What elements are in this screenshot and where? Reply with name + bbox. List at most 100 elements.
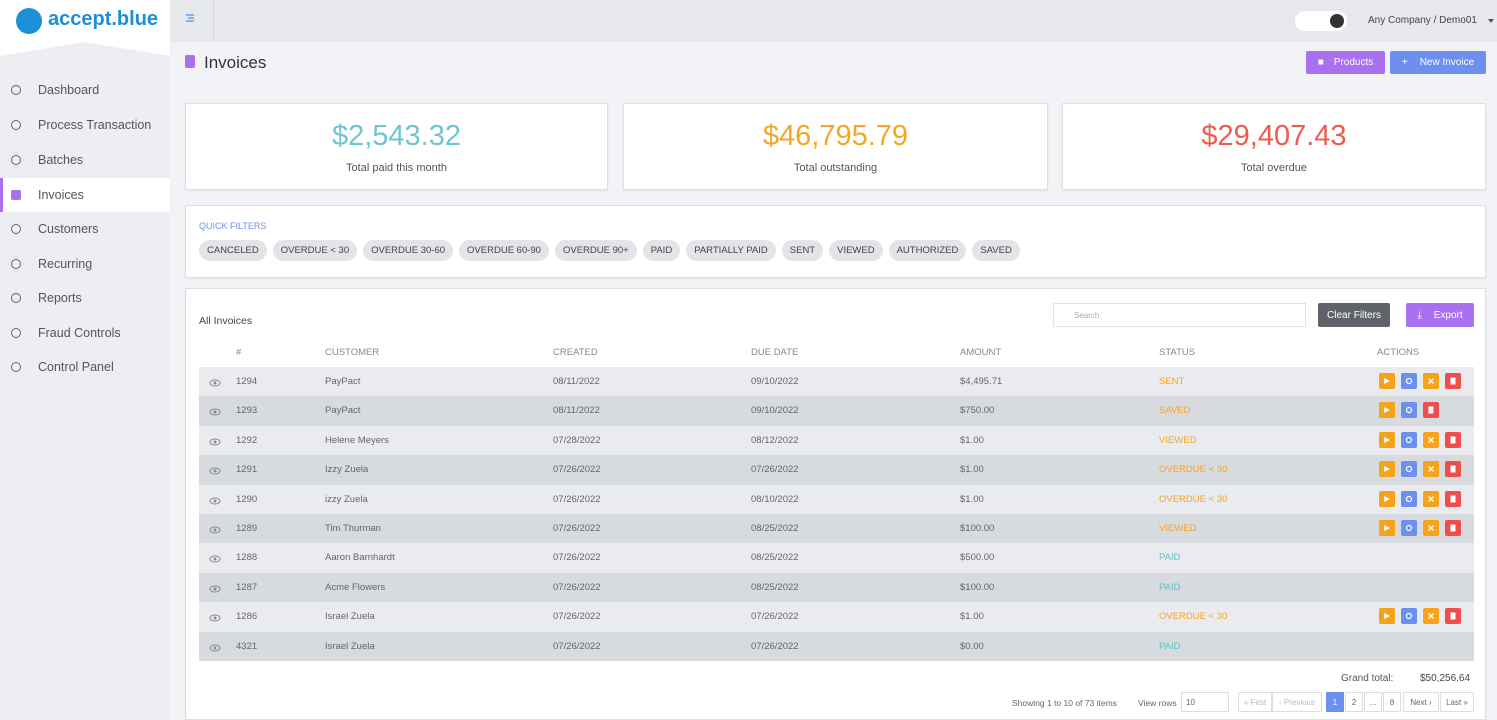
cell-status: SAVED bbox=[1159, 405, 1191, 417]
page-button[interactable]: ... bbox=[1364, 692, 1382, 712]
view-icon[interactable] bbox=[209, 523, 221, 535]
nav-item[interactable]: Recurring bbox=[0, 247, 170, 281]
table-row[interactable]: 1288 Aaron Barnhardt 07/26/2022 08/25/2022 $… bbox=[199, 543, 1474, 573]
view-icon[interactable] bbox=[209, 435, 221, 447]
button-label[interactable]: Export bbox=[1433, 309, 1463, 321]
action-button[interactable] bbox=[1401, 608, 1417, 625]
view-icon[interactable] bbox=[209, 494, 221, 506]
button-label[interactable]: Products bbox=[1333, 57, 1374, 68]
action-button[interactable] bbox=[1401, 520, 1417, 536]
account-menu[interactable]: Any Company / Demo01 bbox=[1368, 15, 1477, 26]
view-rows-select[interactable]: 10 bbox=[1181, 692, 1229, 712]
table-row[interactable]: 1289 Tim Thurman 07/26/2022 08/25/2022 $100.… bbox=[199, 514, 1474, 544]
quick-filters-title: QUICK FILTERS bbox=[199, 221, 267, 231]
theme-toggle[interactable] bbox=[1295, 11, 1347, 31]
action-button[interactable] bbox=[1401, 431, 1417, 448]
nav-label[interactable]: Invoices bbox=[38, 188, 84, 202]
action-button[interactable] bbox=[1401, 461, 1417, 478]
nav-label[interactable]: Recurring bbox=[38, 257, 93, 271]
filter-chip[interactable]: SAVED bbox=[972, 240, 1020, 261]
first-button[interactable]: « First bbox=[1238, 692, 1272, 712]
table-row[interactable]: 4321 Israel Zuela 07/26/2022 07/26/2022 $0.0… bbox=[199, 631, 1474, 661]
action-button[interactable] bbox=[1423, 373, 1439, 389]
menu-toggle[interactable] bbox=[170, 0, 214, 42]
table-row[interactable]: 1294 PayPact 08/11/2022 09/10/2022 $4,495.71… bbox=[199, 367, 1474, 397]
table-row[interactable]: 1287 Acme Flowers 07/26/2022 08/25/2022 $100… bbox=[199, 572, 1474, 603]
table-row[interactable]: 1292 Helene Meyers 07/28/2022 08/12/2022 $1.… bbox=[199, 425, 1474, 456]
table-row[interactable]: 1293 PayPact 08/11/2022 09/10/2022 $750.00 SA… bbox=[199, 396, 1474, 426]
action-button[interactable] bbox=[1445, 490, 1461, 507]
nav-label[interactable]: Process Transaction bbox=[38, 118, 152, 132]
view-icon[interactable] bbox=[209, 611, 221, 623]
view-icon[interactable] bbox=[209, 641, 221, 653]
page-button[interactable]: 8 bbox=[1383, 692, 1401, 712]
filter-chip[interactable]: AUTHORIZED bbox=[888, 240, 967, 261]
table-row[interactable]: 1286 Israel Zuela 07/26/2022 07/26/2022 $1.0… bbox=[199, 602, 1474, 632]
nav-item[interactable]: Customers bbox=[0, 212, 170, 246]
nav-label[interactable]: Dashboard bbox=[38, 83, 100, 97]
nav-label[interactable]: Fraud Controls bbox=[38, 326, 121, 340]
action-button[interactable] bbox=[1379, 520, 1395, 536]
filter-chip[interactable]: CANCELED bbox=[199, 240, 267, 261]
page-button[interactable]: 1 bbox=[1326, 692, 1344, 712]
next-button[interactable]: Next › bbox=[1403, 692, 1439, 712]
nav-label[interactable]: Reports bbox=[38, 291, 82, 305]
filter-chip[interactable]: PAID bbox=[642, 240, 681, 261]
export-button[interactable]: ⤓ Export bbox=[1406, 303, 1474, 327]
nav-item[interactable]: Control Panel bbox=[0, 350, 170, 384]
action-button[interactable] bbox=[1423, 431, 1439, 448]
new-invoice-button[interactable]: + New Invoice bbox=[1390, 51, 1486, 74]
nav-item[interactable]: Reports bbox=[0, 281, 170, 315]
products-button[interactable]: ■ Products bbox=[1306, 51, 1385, 74]
nav-item-active[interactable]: Invoices bbox=[0, 178, 170, 212]
nav-item[interactable]: Fraud Controls bbox=[0, 316, 170, 350]
nav-item[interactable]: Dashboard bbox=[0, 73, 170, 107]
previous-button[interactable]: ‹ Previous bbox=[1272, 692, 1322, 712]
action-button[interactable] bbox=[1423, 608, 1439, 625]
filter-chip[interactable]: OVERDUE < 30 bbox=[272, 240, 358, 261]
brand[interactable]: accept.blue bbox=[48, 8, 159, 30]
action-button[interactable] bbox=[1445, 373, 1461, 389]
view-icon[interactable] bbox=[209, 376, 221, 388]
filter-chip[interactable]: SENT bbox=[781, 240, 824, 261]
action-button[interactable] bbox=[1401, 490, 1417, 507]
action-button[interactable] bbox=[1401, 373, 1417, 389]
filter-chip[interactable]: PARTIALLY PAID bbox=[686, 240, 776, 261]
action-button[interactable] bbox=[1423, 461, 1439, 478]
filter-chip[interactable]: OVERDUE 60-90 bbox=[459, 240, 549, 261]
action-button[interactable] bbox=[1445, 520, 1461, 536]
view-icon[interactable] bbox=[209, 405, 221, 417]
button-label[interactable]: New Invoice bbox=[1419, 57, 1475, 68]
action-button[interactable] bbox=[1379, 373, 1395, 389]
action-button[interactable] bbox=[1445, 461, 1461, 478]
action-button[interactable] bbox=[1423, 520, 1439, 536]
table-row[interactable]: 1291 Izzy Zuela 07/26/2022 07/26/2022 $1.00 O… bbox=[199, 455, 1474, 485]
action-button[interactable] bbox=[1423, 490, 1439, 507]
last-button[interactable]: Last » bbox=[1440, 692, 1474, 712]
filter-chip[interactable]: OVERDUE 30-60 bbox=[363, 240, 454, 261]
search-input[interactable]: Search bbox=[1053, 303, 1306, 327]
page-button[interactable]: 2 bbox=[1345, 692, 1363, 712]
action-button[interactable] bbox=[1379, 490, 1395, 507]
action-button[interactable] bbox=[1401, 402, 1417, 419]
action-button[interactable] bbox=[1445, 608, 1461, 625]
table-row[interactable]: 1290 izzy Zuela 07/26/2022 08/10/2022 $1.00 O… bbox=[199, 484, 1474, 514]
cell-customer: izzy Zuela bbox=[325, 493, 368, 505]
nav-label[interactable]: Customers bbox=[38, 222, 99, 236]
nav-item[interactable]: Batches bbox=[0, 143, 170, 177]
action-button[interactable] bbox=[1379, 402, 1395, 419]
action-button[interactable] bbox=[1379, 461, 1395, 478]
nav-label[interactable]: Control Panel bbox=[38, 360, 114, 374]
view-icon[interactable] bbox=[209, 582, 221, 594]
action-button[interactable] bbox=[1379, 431, 1395, 448]
action-button[interactable] bbox=[1445, 431, 1461, 448]
action-button[interactable] bbox=[1423, 402, 1439, 419]
filter-chip[interactable]: OVERDUE 90+ bbox=[554, 240, 637, 261]
view-icon[interactable] bbox=[209, 464, 221, 476]
action-button[interactable] bbox=[1379, 608, 1395, 625]
nav-label[interactable]: Batches bbox=[38, 153, 84, 167]
clear-filters-button[interactable]: Clear Filters bbox=[1318, 303, 1390, 327]
view-icon[interactable] bbox=[209, 552, 221, 564]
nav-item[interactable]: Process Transaction bbox=[0, 108, 170, 142]
filter-chip[interactable]: VIEWED bbox=[829, 240, 883, 261]
